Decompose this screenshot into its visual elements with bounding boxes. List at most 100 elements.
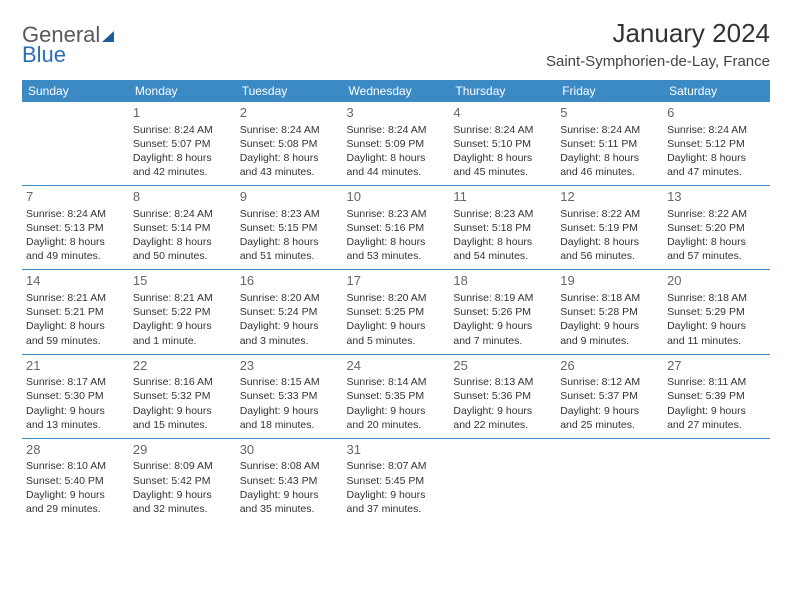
sunrise-text: Sunrise: 8:24 AM <box>26 207 125 221</box>
day-number: 26 <box>560 357 659 375</box>
daylight-text-2: and 20 minutes. <box>347 418 446 432</box>
calendar-week: 7Sunrise: 8:24 AMSunset: 5:13 PMDaylight… <box>22 186 770 270</box>
calendar-week: 28Sunrise: 8:10 AMSunset: 5:40 PMDayligh… <box>22 438 770 522</box>
calendar-cell: 29Sunrise: 8:09 AMSunset: 5:42 PMDayligh… <box>129 438 236 522</box>
sunrise-text: Sunrise: 8:21 AM <box>133 291 232 305</box>
day-number: 28 <box>26 441 125 459</box>
sunset-text: Sunset: 5:21 PM <box>26 305 125 319</box>
sunrise-text: Sunrise: 8:24 AM <box>667 123 766 137</box>
sunrise-text: Sunrise: 8:09 AM <box>133 459 232 473</box>
sunrise-text: Sunrise: 8:17 AM <box>26 375 125 389</box>
daylight-text-2: and 57 minutes. <box>667 249 766 263</box>
daylight-text-2: and 42 minutes. <box>133 165 232 179</box>
weekday-header: Monday <box>129 80 236 102</box>
daylight-text-1: Daylight: 8 hours <box>347 235 446 249</box>
calendar-cell: 15Sunrise: 8:21 AMSunset: 5:22 PMDayligh… <box>129 270 236 354</box>
daylight-text-1: Daylight: 8 hours <box>453 151 552 165</box>
daylight-text-1: Daylight: 9 hours <box>26 404 125 418</box>
day-number: 29 <box>133 441 232 459</box>
sunrise-text: Sunrise: 8:12 AM <box>560 375 659 389</box>
sunrise-text: Sunrise: 8:18 AM <box>667 291 766 305</box>
logo-triangle-icon <box>102 31 114 42</box>
calendar-cell: 2Sunrise: 8:24 AMSunset: 5:08 PMDaylight… <box>236 102 343 186</box>
sunset-text: Sunset: 5:42 PM <box>133 474 232 488</box>
daylight-text-1: Daylight: 9 hours <box>347 488 446 502</box>
sunrise-text: Sunrise: 8:08 AM <box>240 459 339 473</box>
daylight-text-2: and 47 minutes. <box>667 165 766 179</box>
daylight-text-2: and 11 minutes. <box>667 334 766 348</box>
day-number: 10 <box>347 188 446 206</box>
day-number: 30 <box>240 441 339 459</box>
day-number: 13 <box>667 188 766 206</box>
daylight-text-2: and 22 minutes. <box>453 418 552 432</box>
calendar-cell: 25Sunrise: 8:13 AMSunset: 5:36 PMDayligh… <box>449 354 556 438</box>
sunrise-text: Sunrise: 8:22 AM <box>667 207 766 221</box>
day-number: 23 <box>240 357 339 375</box>
daylight-text-1: Daylight: 9 hours <box>133 488 232 502</box>
sunrise-text: Sunrise: 8:11 AM <box>667 375 766 389</box>
sunrise-text: Sunrise: 8:22 AM <box>560 207 659 221</box>
calendar-cell: 8Sunrise: 8:24 AMSunset: 5:14 PMDaylight… <box>129 186 236 270</box>
sunrise-text: Sunrise: 8:23 AM <box>240 207 339 221</box>
sunrise-text: Sunrise: 8:10 AM <box>26 459 125 473</box>
sunset-text: Sunset: 5:32 PM <box>133 389 232 403</box>
calendar-cell: 14Sunrise: 8:21 AMSunset: 5:21 PMDayligh… <box>22 270 129 354</box>
day-number: 21 <box>26 357 125 375</box>
daylight-text-2: and 37 minutes. <box>347 502 446 516</box>
title-block: January 2024 Saint-Symphorien-de-Lay, Fr… <box>546 18 770 70</box>
calendar-cell: 10Sunrise: 8:23 AMSunset: 5:16 PMDayligh… <box>343 186 450 270</box>
sunrise-text: Sunrise: 8:24 AM <box>453 123 552 137</box>
weekday-header: Sunday <box>22 80 129 102</box>
daylight-text-1: Daylight: 8 hours <box>133 235 232 249</box>
calendar-head: SundayMondayTuesdayWednesdayThursdayFrid… <box>22 80 770 102</box>
day-number: 31 <box>347 441 446 459</box>
calendar-cell <box>663 438 770 522</box>
weekday-header: Tuesday <box>236 80 343 102</box>
daylight-text-1: Daylight: 8 hours <box>26 235 125 249</box>
calendar-week: 1Sunrise: 8:24 AMSunset: 5:07 PMDaylight… <box>22 102 770 186</box>
calendar-cell <box>556 438 663 522</box>
daylight-text-1: Daylight: 9 hours <box>560 404 659 418</box>
sunset-text: Sunset: 5:45 PM <box>347 474 446 488</box>
daylight-text-2: and 7 minutes. <box>453 334 552 348</box>
daylight-text-1: Daylight: 8 hours <box>560 235 659 249</box>
calendar-cell: 1Sunrise: 8:24 AMSunset: 5:07 PMDaylight… <box>129 102 236 186</box>
sunrise-text: Sunrise: 8:21 AM <box>26 291 125 305</box>
day-number: 7 <box>26 188 125 206</box>
day-number: 27 <box>667 357 766 375</box>
daylight-text-2: and 32 minutes. <box>133 502 232 516</box>
day-number: 3 <box>347 104 446 122</box>
sunset-text: Sunset: 5:14 PM <box>133 221 232 235</box>
sunset-text: Sunset: 5:26 PM <box>453 305 552 319</box>
day-number: 17 <box>347 272 446 290</box>
calendar-week: 14Sunrise: 8:21 AMSunset: 5:21 PMDayligh… <box>22 270 770 354</box>
day-number: 22 <box>133 357 232 375</box>
daylight-text-2: and 27 minutes. <box>667 418 766 432</box>
daylight-text-2: and 53 minutes. <box>347 249 446 263</box>
daylight-text-1: Daylight: 9 hours <box>26 488 125 502</box>
calendar-cell <box>22 102 129 186</box>
sunset-text: Sunset: 5:25 PM <box>347 305 446 319</box>
daylight-text-2: and 49 minutes. <box>26 249 125 263</box>
calendar-cell: 18Sunrise: 8:19 AMSunset: 5:26 PMDayligh… <box>449 270 556 354</box>
calendar-cell: 24Sunrise: 8:14 AMSunset: 5:35 PMDayligh… <box>343 354 450 438</box>
daylight-text-2: and 5 minutes. <box>347 334 446 348</box>
daylight-text-2: and 29 minutes. <box>26 502 125 516</box>
sunset-text: Sunset: 5:28 PM <box>560 305 659 319</box>
sunset-text: Sunset: 5:08 PM <box>240 137 339 151</box>
daylight-text-1: Daylight: 8 hours <box>133 151 232 165</box>
sunrise-text: Sunrise: 8:23 AM <box>347 207 446 221</box>
calendar-cell: 12Sunrise: 8:22 AMSunset: 5:19 PMDayligh… <box>556 186 663 270</box>
day-number: 25 <box>453 357 552 375</box>
calendar-cell: 7Sunrise: 8:24 AMSunset: 5:13 PMDaylight… <box>22 186 129 270</box>
logo-word2: Blue <box>22 42 66 67</box>
day-number: 20 <box>667 272 766 290</box>
daylight-text-1: Daylight: 9 hours <box>667 319 766 333</box>
calendar-cell: 27Sunrise: 8:11 AMSunset: 5:39 PMDayligh… <box>663 354 770 438</box>
daylight-text-1: Daylight: 8 hours <box>240 235 339 249</box>
daylight-text-1: Daylight: 9 hours <box>453 319 552 333</box>
daylight-text-2: and 18 minutes. <box>240 418 339 432</box>
sunset-text: Sunset: 5:43 PM <box>240 474 339 488</box>
day-number: 2 <box>240 104 339 122</box>
daylight-text-1: Daylight: 8 hours <box>26 319 125 333</box>
